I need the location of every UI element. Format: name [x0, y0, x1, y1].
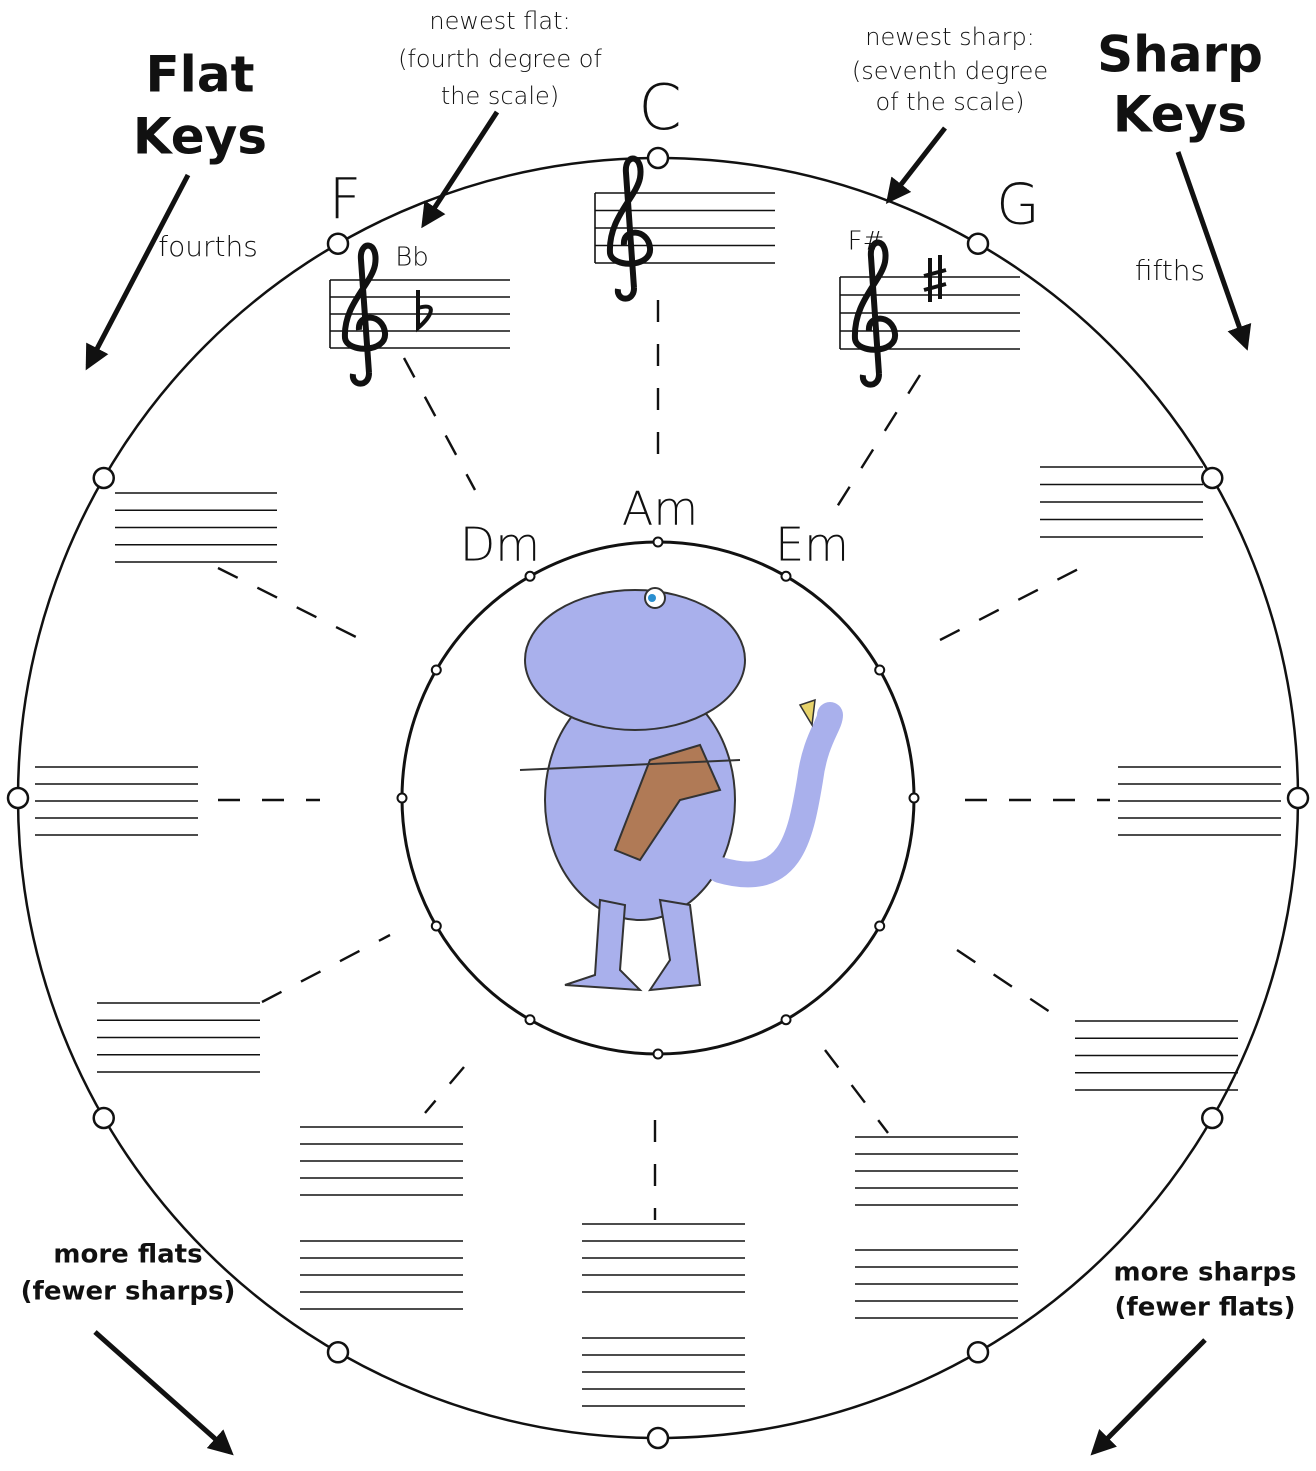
staff	[300, 1126, 463, 1196]
annotation: newest sharp:	[865, 23, 1035, 51]
inner-dot	[524, 570, 536, 582]
outer-dot	[646, 1426, 670, 1450]
arrow	[421, 110, 500, 229]
dashed-line	[833, 374, 922, 511]
dashed-line	[217, 566, 367, 644]
treble-clef	[341, 242, 388, 387]
arrow	[85, 173, 191, 371]
inner-dot	[780, 570, 792, 582]
staff	[1075, 1020, 1238, 1091]
dashed-line	[824, 1049, 889, 1134]
accidental-label: F#	[848, 227, 885, 257]
inner-dot	[652, 536, 664, 548]
inner-dot	[396, 792, 408, 804]
footnote: more flats	[53, 1240, 202, 1270]
staff	[1118, 766, 1281, 836]
inner-dot	[430, 920, 442, 932]
heading: Sharp	[1097, 26, 1263, 84]
staff	[35, 766, 198, 836]
minor-key: Dm	[460, 518, 540, 572]
arrow	[93, 1330, 234, 1456]
minor-key: Em	[775, 518, 849, 572]
annotation: (fourth degree of	[398, 45, 602, 73]
footnote: (fewer sharps)	[21, 1277, 236, 1307]
staff	[115, 492, 277, 563]
dashed-line	[956, 949, 1066, 1023]
outer-dot	[92, 466, 115, 490]
outer-dot	[92, 1106, 115, 1130]
staff	[582, 1223, 745, 1293]
dashed-line	[402, 357, 477, 491]
staff	[97, 1002, 260, 1073]
major-key: F	[329, 167, 361, 232]
annotation: the scale)	[441, 82, 559, 110]
inner-dot	[874, 920, 886, 932]
interval-label: fourths	[158, 230, 258, 263]
arrow	[1090, 1338, 1207, 1456]
dashed-line	[261, 933, 391, 1004]
arrow	[885, 126, 947, 204]
interval-label: fifths	[1135, 254, 1205, 287]
inner-dot	[874, 664, 886, 676]
outer-dot	[646, 146, 670, 170]
outer-dot	[6, 786, 30, 810]
annotation: of the scale)	[876, 88, 1025, 116]
sharp-symbol	[923, 255, 947, 302]
staff	[594, 155, 775, 302]
staff	[300, 1240, 463, 1310]
treble-clef	[851, 239, 898, 388]
outer-dot	[1286, 786, 1310, 810]
accidental-label: Bb	[395, 243, 429, 273]
outer-dot	[1201, 1106, 1224, 1130]
arrow	[1175, 151, 1252, 351]
staff	[1040, 466, 1203, 538]
minor-key: Am	[622, 482, 698, 536]
staff	[582, 1337, 745, 1407]
flat-symbol	[416, 290, 433, 333]
outer-dot	[326, 1341, 350, 1364]
outer-dot	[326, 232, 350, 255]
inner-dot	[780, 1014, 792, 1026]
heading: Flat	[146, 46, 255, 104]
major-key: G	[996, 172, 1039, 237]
dashed-line	[424, 1066, 465, 1114]
footnote: more sharps	[1114, 1258, 1297, 1288]
heading: Keys	[1113, 86, 1247, 144]
staff	[855, 1136, 1018, 1206]
dashed-line	[939, 561, 1091, 642]
footnote: (fewer flats)	[1115, 1293, 1296, 1323]
outer-dot	[966, 1341, 990, 1364]
annotation: newest flat:	[429, 7, 570, 35]
inner-dot	[524, 1014, 536, 1026]
major-key: C	[638, 71, 681, 144]
outer-dot	[966, 232, 990, 255]
outer-dot	[1201, 466, 1224, 490]
dinosaur-illustration	[519, 587, 843, 992]
staff	[855, 1249, 1018, 1319]
inner-dot	[430, 664, 442, 676]
heading: Keys	[133, 108, 267, 166]
inner-dot	[652, 1048, 664, 1060]
annotation: (seventh degree	[852, 57, 1048, 85]
treble-clef	[606, 155, 653, 302]
inner-dot	[908, 792, 920, 804]
